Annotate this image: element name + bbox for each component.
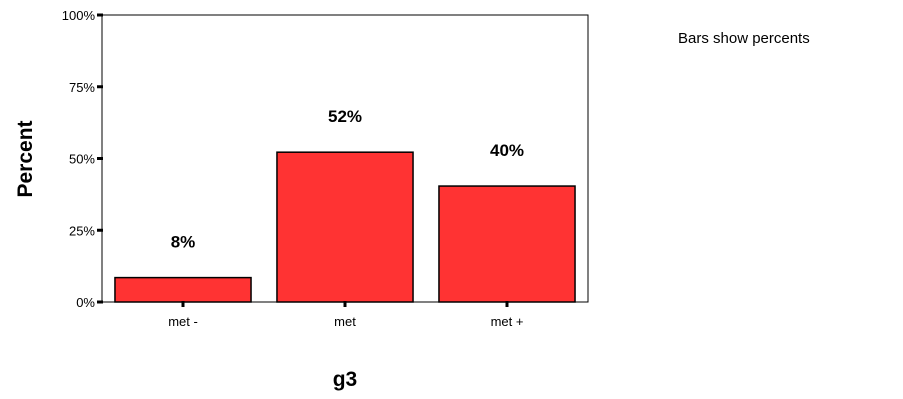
x-ticks-group: met - met met +: [168, 301, 523, 329]
y-ticks-group: 0% 25% 50% 75% 100%: [62, 8, 103, 310]
chart-note: Bars show percents: [678, 30, 810, 47]
x-tick-label: met +: [491, 314, 524, 329]
y-tick-label: 100%: [62, 8, 96, 23]
y-axis-title: Percent: [14, 120, 37, 197]
x-tick-label: met -: [168, 314, 198, 329]
bar-data-label: 52%: [328, 107, 362, 126]
bar-data-label: 40%: [490, 141, 524, 160]
bar-data-label: 8%: [171, 233, 196, 252]
x-axis-title: g3: [333, 368, 358, 391]
bar: [276, 151, 414, 303]
bars-group: [114, 151, 576, 303]
y-tick-label: 50%: [69, 152, 95, 167]
x-tick-label: met: [334, 314, 356, 329]
bar: [438, 185, 576, 303]
y-tick-label: 0%: [76, 295, 95, 310]
bar: [114, 276, 252, 303]
y-tick-label: 75%: [69, 80, 95, 95]
data-labels-group: 8% 52% 40%: [171, 107, 524, 251]
y-tick-label: 25%: [69, 223, 95, 238]
